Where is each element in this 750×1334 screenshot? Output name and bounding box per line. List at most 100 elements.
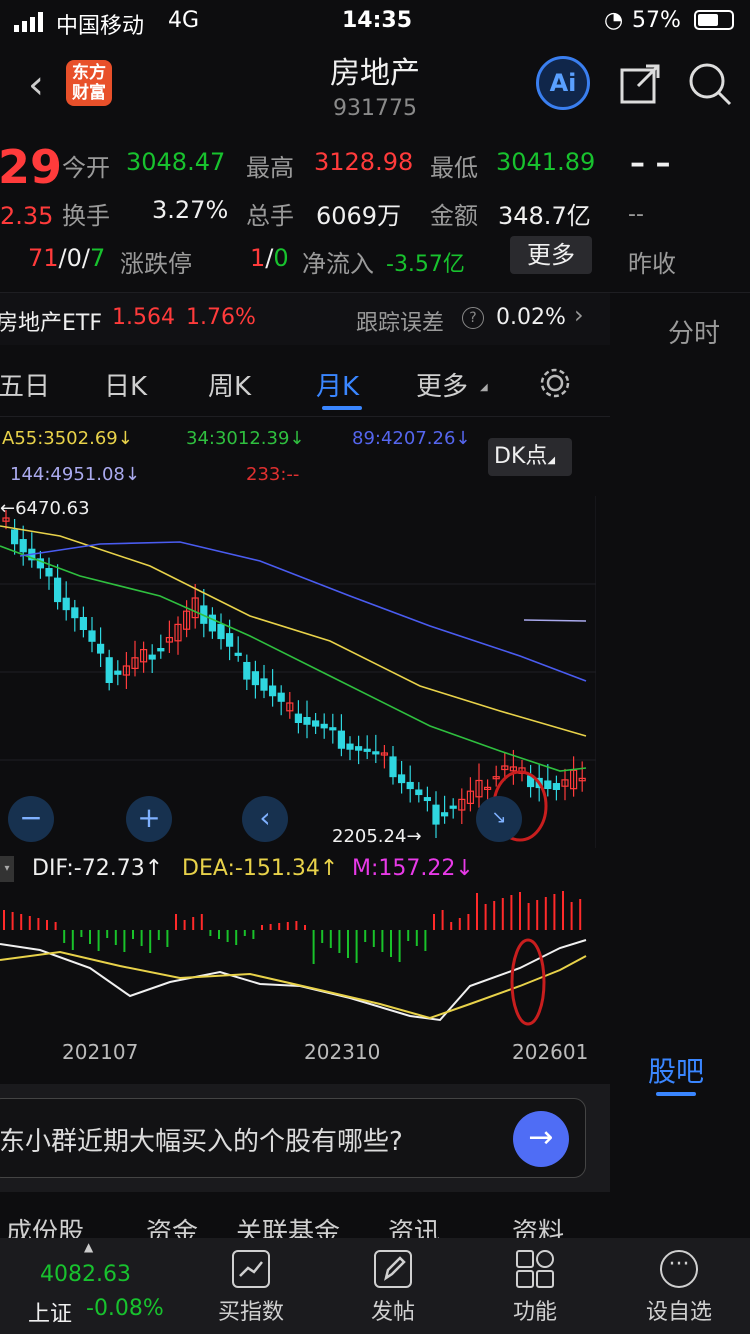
- tab-day-k[interactable]: 日K: [104, 372, 148, 402]
- search-icon[interactable]: [688, 62, 732, 110]
- ask-send-button[interactable]: →: [513, 1111, 569, 1167]
- candle-body: [509, 766, 517, 772]
- settings-gear-icon[interactable]: [538, 366, 572, 404]
- candle-body: [432, 804, 440, 825]
- ma-legend-144: 144:4951.08↓: [10, 464, 140, 485]
- etf-row[interactable]: 房地产ETF 1.564 1.76% 跟踪误差 ? 0.02% ›: [0, 293, 610, 345]
- candle-body: [45, 567, 53, 577]
- open-value: 3048.47: [126, 148, 226, 176]
- ask-input[interactable]: 东小群近期大幅买入的个股有哪些? →: [0, 1098, 586, 1178]
- buy-index-button[interactable]: 买指数: [206, 1250, 296, 1326]
- netflow-value: -3.57亿: [386, 252, 465, 277]
- zoom-in-button[interactable]: +: [126, 796, 172, 842]
- candle-body: [423, 797, 431, 802]
- share-icon[interactable]: [620, 62, 662, 108]
- high-value: 3128.98: [314, 148, 414, 176]
- netflow-label: 净流入: [302, 250, 374, 278]
- ma-legend: A55:3502.69↓ 34:3012.39↓ 89:4207.26↓ 144…: [0, 420, 610, 496]
- candle-body: [355, 746, 363, 751]
- candle-body: [140, 649, 148, 663]
- dropdown-corner-icon: ◢: [480, 382, 488, 393]
- candle-body: [294, 713, 302, 723]
- add-watchlist-button[interactable]: ··· 设自选: [634, 1250, 724, 1326]
- candle-body: [458, 798, 466, 811]
- macd-chart[interactable]: [0, 886, 596, 1030]
- candle-body: [53, 577, 62, 603]
- chart-trend-icon: [232, 1250, 270, 1288]
- tab-month-k[interactable]: 月K: [316, 372, 360, 402]
- candle-body: [36, 558, 45, 569]
- candle-body: [337, 730, 345, 749]
- battery-icon: [694, 10, 734, 30]
- tab-week-k[interactable]: 周K: [208, 372, 252, 402]
- limit-label: 涨跌停: [120, 250, 192, 278]
- tab-related-funds[interactable]: 关联基金: [236, 1218, 341, 1238]
- back-button[interactable]: ‹: [28, 62, 44, 108]
- last-price: 29: [0, 140, 63, 194]
- tab-profile[interactable]: 资料: [512, 1218, 565, 1238]
- candle-body: [260, 678, 268, 691]
- candle-body: [243, 661, 251, 680]
- low-label: 最低: [430, 154, 478, 182]
- candle-body: [122, 665, 131, 676]
- help-icon[interactable]: ?: [462, 307, 484, 329]
- right-dash: – –: [630, 146, 671, 181]
- page-title: 房地产: [330, 56, 420, 91]
- m-label: M:157.22↓: [352, 856, 474, 881]
- etf-change: 1.76%: [186, 305, 256, 330]
- candle-body: [105, 657, 113, 684]
- amount-label: 金额: [430, 202, 478, 230]
- advance-decline: 71/0/7: [28, 244, 106, 272]
- candle-body: [148, 654, 156, 660]
- status-bar: 中国移动 4G 14:35 ◔ 57%: [0, 0, 750, 40]
- function-button[interactable]: 功能: [490, 1250, 580, 1326]
- index-ticker[interactable]: ▲ 4082.63 上证 -0.08%: [0, 1238, 180, 1334]
- caret-up-icon: ▲: [84, 1240, 94, 1254]
- guba-tab[interactable]: 股吧: [610, 1030, 750, 1096]
- candle-body: [561, 779, 569, 787]
- turnover-value: 3.27%: [152, 196, 229, 224]
- x-tick: 202310: [304, 1040, 381, 1064]
- dk-point-button[interactable]: DK点◢: [488, 438, 572, 476]
- tab-five-day[interactable]: 五日: [0, 372, 51, 402]
- guba-label: 股吧: [648, 1055, 705, 1088]
- candle-body: [226, 633, 234, 647]
- expand-button[interactable]: ↘: [476, 796, 522, 842]
- right-info: – – -- 昨收: [610, 132, 750, 292]
- tab-funds[interactable]: 资金: [146, 1218, 199, 1238]
- candle-body: [183, 610, 191, 630]
- candle-body: [312, 720, 320, 727]
- ask-section: 东小群近期大幅买入的个股有哪些? →: [0, 1084, 610, 1192]
- scroll-left-button[interactable]: ‹: [242, 796, 288, 842]
- battery-percent: 57%: [632, 8, 681, 33]
- grid-apps-icon: [516, 1250, 554, 1288]
- more-button[interactable]: 更多: [510, 236, 592, 274]
- candle-body: [2, 517, 10, 522]
- chevron-right-icon: ›: [574, 301, 584, 329]
- etf-name: 房地产ETF: [0, 311, 102, 336]
- limit-value: 1/0: [250, 244, 289, 272]
- ma-line-34: [0, 545, 587, 772]
- indicator-switch-icon[interactable]: ▾: [0, 856, 14, 882]
- ma-legend-55: A55:3502.69↓: [2, 428, 133, 449]
- tab-news[interactable]: 资讯: [388, 1218, 441, 1238]
- tab-more[interactable]: 更多: [416, 372, 469, 402]
- tab-timeshare[interactable]: 分时: [668, 319, 721, 349]
- ai-button[interactable]: Ai: [536, 56, 590, 110]
- post-button[interactable]: 发帖: [348, 1250, 438, 1326]
- tab-constituents[interactable]: 成份股: [6, 1218, 85, 1238]
- amount-value: 348.7亿: [498, 202, 591, 230]
- macd-svg: [0, 891, 587, 1026]
- candle-body: [269, 685, 277, 697]
- kline-svg: [0, 496, 596, 848]
- zoom-out-button[interactable]: −: [8, 796, 54, 842]
- candlestick-chart[interactable]: ←6470.63 2205.24→ − + ‹ ↘: [0, 496, 596, 848]
- macd-legend: ▾ DIF:-72.73↑ DEA:-151.34↑ M:157.22↓: [0, 852, 610, 886]
- ma-legend-89: 89:4207.26↓: [352, 428, 471, 449]
- candle-body: [475, 779, 483, 798]
- x-axis: 202107 202310 202601: [0, 1036, 610, 1076]
- candle-body: [303, 717, 311, 725]
- right-dash-2: --: [628, 202, 644, 227]
- guba-indicator: [656, 1092, 696, 1096]
- candle-body: [389, 756, 397, 778]
